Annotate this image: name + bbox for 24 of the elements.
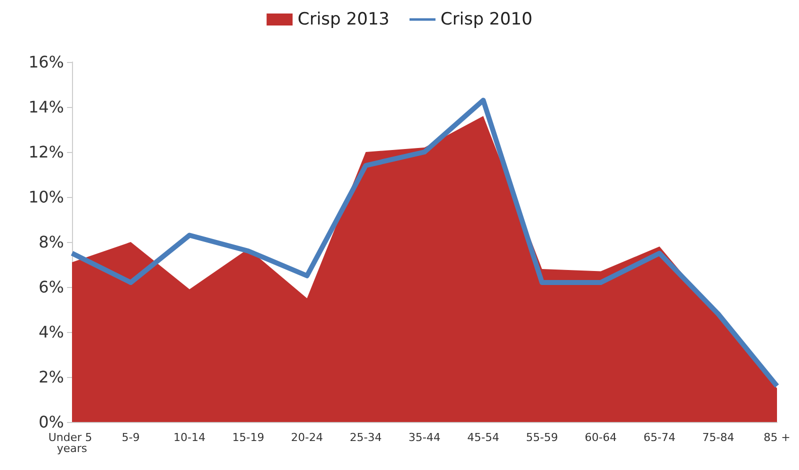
legend-label: Crisp 2013 xyxy=(298,10,390,30)
x-tick-label: 20-24 xyxy=(291,431,323,444)
x-tick-label: 55-59 xyxy=(526,431,558,444)
x-tick-label: 75-84 xyxy=(702,431,734,444)
x-tick-label: 15-19 xyxy=(232,431,264,444)
x-tick-label: 45-54 xyxy=(467,431,500,444)
x-tick-label: 65-74 xyxy=(644,431,676,444)
x-tick-label: 25-34 xyxy=(350,431,382,444)
y-tick-label: 6% xyxy=(38,278,64,296)
y-tick-label: 4% xyxy=(38,322,64,342)
y-tick-label: 14% xyxy=(28,98,64,116)
x-tick-label: 5-9 xyxy=(122,431,140,444)
x-tick-label: 35-44 xyxy=(408,431,440,444)
legend-label: Crisp 2010 xyxy=(440,10,532,30)
x-tick-label: Under 5 years xyxy=(48,431,96,455)
y-tick-label: 12% xyxy=(28,142,64,162)
y-tick-label: 8% xyxy=(38,232,64,252)
x-tick-label: 10-14 xyxy=(174,431,206,444)
y-tick-label: 0% xyxy=(38,412,64,432)
y-tick-label: 16% xyxy=(28,52,64,72)
x-tick-label: 60-64 xyxy=(584,431,617,444)
y-tick-label: 2% xyxy=(38,368,64,386)
y-tick-label: 10% xyxy=(28,188,64,206)
x-tick-label: 85 + xyxy=(764,431,790,444)
